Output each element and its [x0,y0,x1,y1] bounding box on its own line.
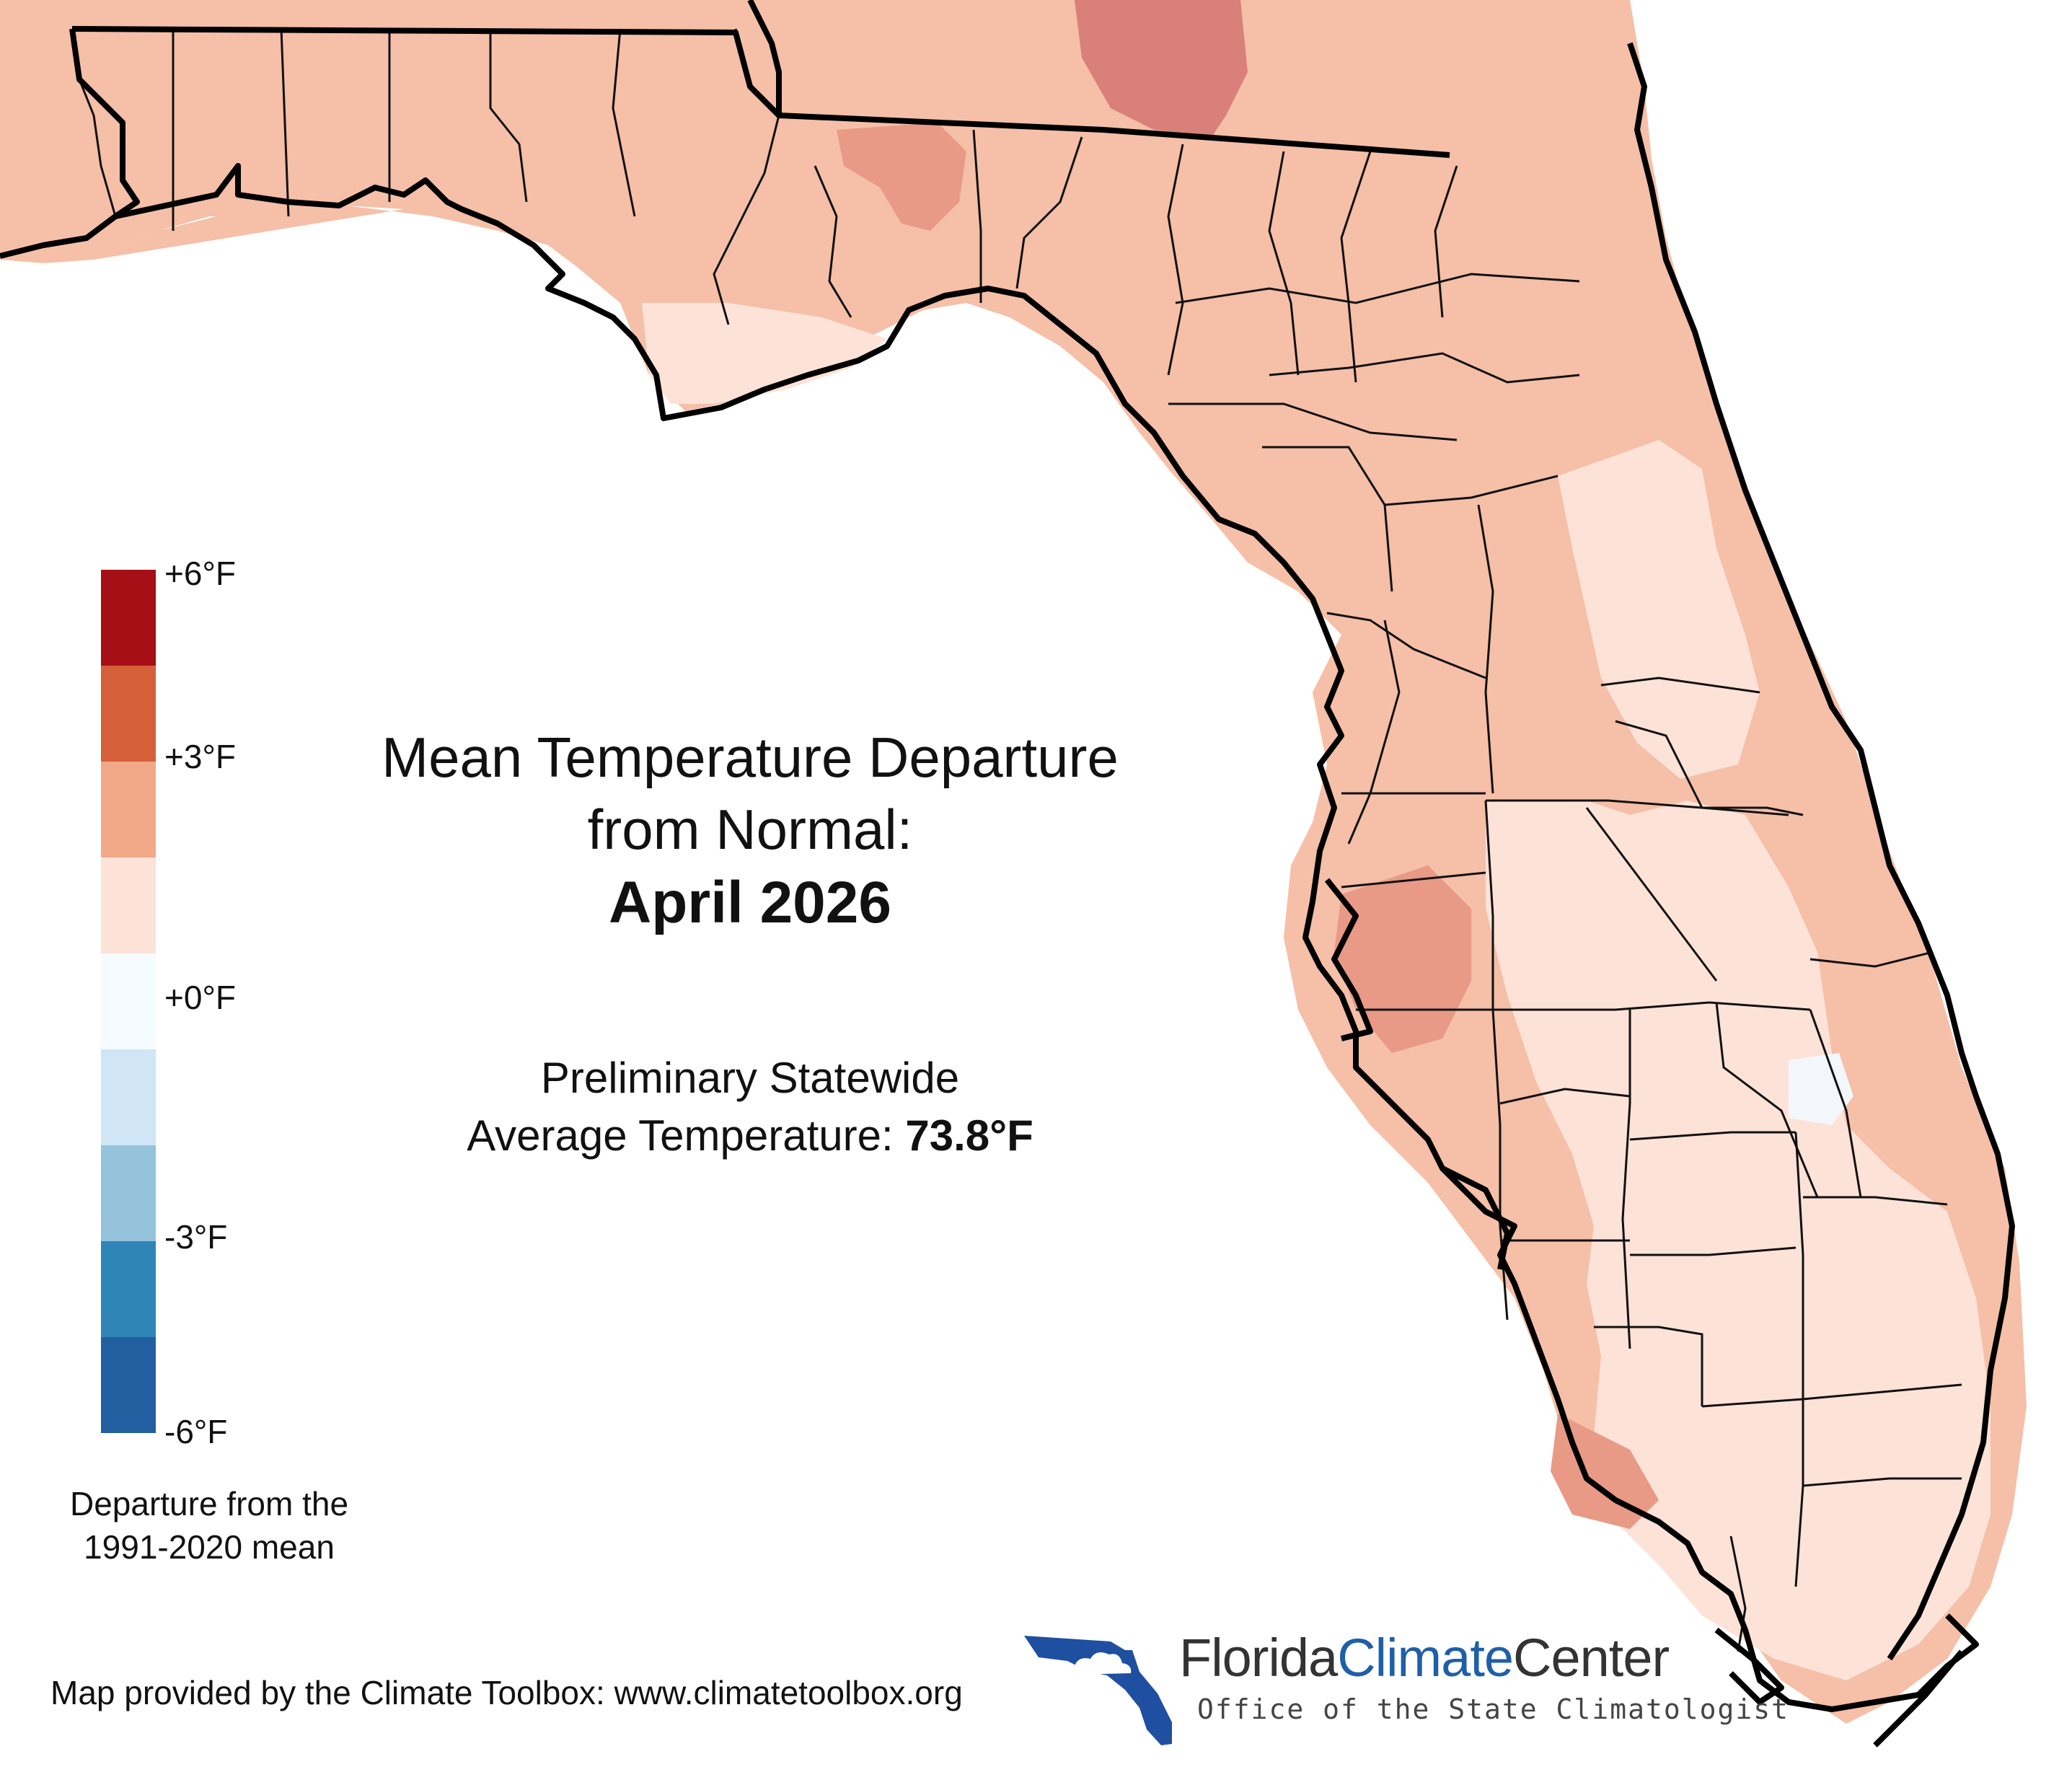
light-region-north-central [1558,440,1760,779]
legend-swatch-6 [101,1145,156,1241]
title-line-2: from Normal: [587,798,913,861]
legend-swatch-7 [101,1241,156,1337]
legend-swatch-3 [101,858,156,953]
statewide-average: Preliminary Statewide Average Temperatur… [404,1049,1096,1165]
legend-color-bar [101,570,156,1433]
statewide-value: 73.8°F [905,1111,1033,1160]
legend-swatch-1 [101,666,156,762]
legend-caption: Departure from the 1991-2020 mean [43,1482,375,1569]
alabama-coastline [0,28,140,259]
logo-name-climate: Climate [1337,1628,1514,1688]
title-date: April 2026 [609,870,891,935]
statewide-line-1: Preliminary Statewide [540,1054,960,1102]
legend-tick-plus3: +3°F [164,738,236,775]
legend-swatch-4 [101,953,156,1049]
florida-bay-coast [1714,1627,1784,1705]
warm-patch-georgia [1075,0,1248,137]
fl-georgia-border [747,0,782,115]
florida-land [94,0,2027,1724]
legend-tick-zero: +0°F [164,979,236,1016]
county-lines [71,28,1962,1652]
al-ga-fl-border [71,26,1450,158]
near-zero-patch [1789,1053,1853,1125]
keys-tail [1873,1649,1965,1747]
legend-caption-line-2: 1991-2020 mean [84,1528,335,1566]
panhandle-coastline [115,163,1979,1712]
legend-swatch-5 [101,1049,156,1145]
atlantic-coastline [1627,42,2015,1661]
florida-cloud-icon [1024,1636,1172,1745]
map-credit: Map provided by the Climate Toolbox: www… [50,1674,963,1711]
legend-swatch-0 [101,570,156,666]
logo-subtitle: Office of the State Climatologist [1197,1693,1789,1725]
map-title: Mean Temperature Departure from Normal: … [317,721,1183,940]
warm-patch-southwest [1551,1414,1659,1529]
logo-name: FloridaClimateCenter [1179,1627,1670,1688]
legend-swatch-8 [101,1337,156,1433]
legend-caption-line-1: Departure from the [69,1485,349,1522]
statewide-label: Average Temperature: [467,1111,906,1160]
warm-patch-tampa [1334,865,1471,1053]
logo-name-florida: Florida [1179,1628,1338,1688]
florida-climate-center-logo: FloridaClimateCenter Office of the State… [1024,1621,1788,1747]
logo-name-center: Center [1513,1628,1670,1688]
state-boundaries [0,0,2015,1747]
legend-tick-plus6: +6°F [164,555,236,592]
tampa-bay [1324,878,1373,1041]
light-region-big-bend [642,303,887,404]
legend-swatch-2 [101,762,156,858]
legend-tick-minus6: -6°F [164,1413,228,1450]
statewide-line-2: Average Temperature: 73.8°F [404,1107,1096,1165]
warm-patch-tallahassee [837,123,966,231]
title-line-1: Mean Temperature Departure [382,726,1119,789]
charlotte-harbor [1441,1165,1510,1270]
legend-tick-minus3: -3°F [164,1218,228,1256]
